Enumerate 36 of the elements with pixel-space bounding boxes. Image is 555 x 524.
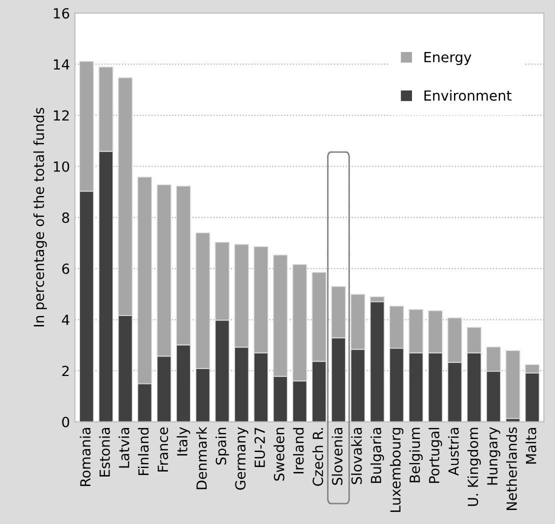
- y-tick-label: 6: [62, 264, 70, 274]
- y-tick-label: 4: [62, 314, 70, 325]
- x-tick-label: Luxembourg: [390, 428, 404, 512]
- x-tick-label: U. Kingdom: [467, 428, 481, 506]
- y-tick-label: 8: [62, 212, 70, 223]
- x-tick-label: Belgium: [409, 428, 423, 482]
- x-tick-label: EU-27: [254, 428, 265, 467]
- legend-label: Environment: [424, 90, 512, 101]
- y-tick-label: 2: [62, 366, 69, 376]
- x-tick-label: Italy: [176, 427, 190, 456]
- x-tick-label: Estonia: [99, 428, 110, 476]
- x-tick-label: Ireland: [293, 428, 304, 474]
- y-tick-label: 0: [62, 416, 70, 428]
- x-tick-label: Hungary: [487, 427, 500, 485]
- y-tick-label: 10: [54, 161, 70, 172]
- x-tick-label: Malta: [526, 428, 536, 464]
- x-tick-label: Slovakia: [351, 428, 362, 484]
- x-tick-label: Romania: [80, 428, 91, 486]
- y-tick-label: 14: [54, 59, 70, 70]
- y-tick-label: 12: [54, 110, 69, 121]
- x-tick-label: Germany: [235, 427, 248, 490]
- legend-label: Energy: [424, 52, 472, 66]
- x-tick-label: Spain: [215, 428, 229, 465]
- x-tick-label: Slovenia: [332, 428, 343, 485]
- x-tick-label: Sweden: [274, 428, 284, 481]
- x-tick-label: Portugal: [428, 428, 442, 483]
- y-tick-label: 16: [54, 8, 70, 19]
- x-tick-label: Bulgaria: [370, 428, 384, 483]
- y-axis-title: In percentage of the total funds: [33, 108, 47, 326]
- x-tick-label: Latvia: [118, 428, 130, 468]
- x-tick-label: France: [158, 427, 168, 472]
- x-tick-label: Czech R.: [312, 428, 324, 486]
- x-tick-label: Finland: [138, 428, 149, 475]
- x-tick-label: Denmark: [196, 426, 207, 490]
- x-tick-label: Austria: [448, 428, 459, 476]
- x-tick-label: Netherlands: [506, 427, 517, 510]
